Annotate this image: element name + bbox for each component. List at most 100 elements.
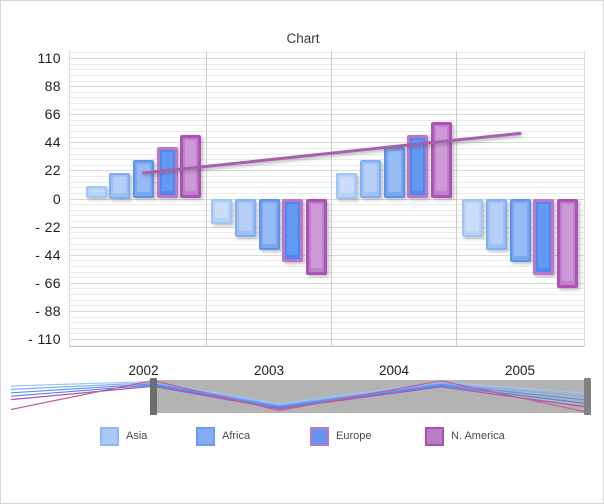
bar-highlight [238,202,252,231]
y-axis-tick-label: - 44 [35,246,61,263]
legend-label: Europe [336,430,372,442]
gridline-minor [69,322,584,324]
gridline-minor [69,108,584,110]
gridline-minor [69,305,584,307]
bar-highlight [538,203,550,269]
y-axis-tick-label: 110 [37,50,61,66]
gridline-major [69,282,584,284]
bar-highlight [466,202,480,231]
gridline-major [69,339,584,340]
y-axis-tick-label: 66 [44,106,61,123]
gridline-minor [69,187,584,189]
x-axis-line [69,346,584,347]
gridline-minor [69,80,584,82]
gridline-major [69,142,584,144]
gridline-major [69,310,584,312]
bar-asia-2004[interactable] [336,173,358,199]
gridline-minor [69,327,584,329]
bar-highlight [215,202,229,218]
bar-asia-2002[interactable] [85,185,107,199]
gridline-vertical [331,51,332,346]
bar-africa-2005[interactable] [509,198,531,263]
bar-series2-2005[interactable] [485,198,507,250]
gridline-minor [69,176,584,177]
gridline-minor [69,97,584,99]
bar-highlight [310,203,322,269]
gridline-minor [69,299,584,301]
bar-highlight [287,203,299,256]
bar-highlight [412,139,424,192]
gridline-major [69,86,584,88]
gridline-minor [69,181,584,183]
gridline-major [69,114,584,116]
bar-series2-2002[interactable] [109,173,131,199]
bar-highlight [387,151,401,193]
gridline-vertical [69,51,70,346]
bar-highlight [89,189,103,193]
bar-europe-2004[interactable] [407,134,429,199]
bar-highlight [561,203,573,281]
gridline-minor [69,288,584,290]
gridline-minor [69,74,584,76]
legend-swatch-europe [310,427,329,446]
gridline-vertical [456,51,457,346]
bar-asia-2005[interactable] [462,198,484,237]
bar-europe-2005[interactable] [533,198,555,276]
gridline-minor [69,344,584,346]
bar-highlight [262,202,276,244]
bar-namerica-2003[interactable] [305,198,327,276]
bar-europe-2002[interactable] [156,147,178,199]
legend-label: Africa [222,430,251,442]
y-axis-tick-label: - 110 [28,331,61,347]
y-axis-tick-label: 44 [44,134,61,151]
gridline-minor [69,294,584,295]
bar-namerica-2002[interactable] [180,134,202,199]
legend-swatch-namerica [425,427,444,446]
x-axis-label: 2003 [253,363,285,378]
bar-series2-2003[interactable] [234,198,256,237]
gridline-vertical [206,51,207,346]
bar-asia-2003[interactable] [211,198,233,224]
bar-europe-2003[interactable] [282,198,304,263]
gridline-minor [69,333,584,335]
navigator-left-handle[interactable] [150,378,157,415]
bar-namerica-2004[interactable] [430,121,452,199]
legend-label: N. America [451,430,505,442]
bar-africa-2002[interactable] [133,160,154,199]
y-axis-tick-label: - 88 [35,302,61,319]
y-axis-tick-label: - 66 [35,274,61,291]
bar-highlight [137,164,150,193]
gridline-minor [69,277,584,279]
gridline-minor [69,119,584,121]
legend: Asia Africa Europe N. America [1,427,603,449]
bar-highlight [185,139,197,192]
y-axis-tick-label: 22 [44,162,61,179]
legend-swatch-africa [196,427,215,446]
x-axis-label: 2005 [504,363,536,378]
bar-highlight [489,202,503,244]
bar-africa-2003[interactable] [258,198,280,250]
bar-highlight [435,126,447,192]
legend-swatch-asia [100,427,119,446]
x-axis-label: 2004 [378,363,410,378]
gridline-vertical [584,51,585,346]
chart-title: Chart [286,31,320,46]
navigator-right-handle[interactable] [584,378,591,415]
y-axis-tick-label: 0 [52,190,61,207]
gridline-minor [69,316,584,318]
gridline-minor [69,91,584,93]
gridline-minor [69,131,584,133]
navigator-selected-region[interactable] [153,380,584,413]
bar-series2-2004[interactable] [359,160,381,199]
bar-highlight [363,164,377,193]
bar-highlight [113,177,127,193]
y-axis-tick-label: 88 [44,78,61,95]
bar-namerica-2005[interactable] [556,198,578,288]
x-axis-label: 2002 [128,363,159,378]
bar-africa-2004[interactable] [383,147,405,199]
gridline-minor [69,136,584,138]
y-axis-tick-label: - 22 [35,218,61,235]
gridline-minor [69,69,584,71]
gridline-minor [69,63,584,65]
